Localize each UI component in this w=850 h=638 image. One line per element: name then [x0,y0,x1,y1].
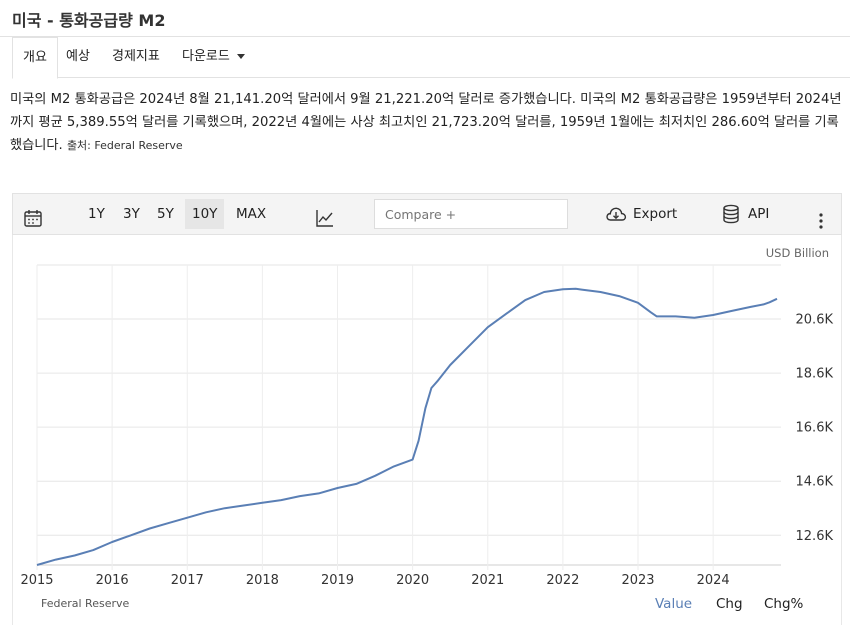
x-tick-label: 2015 [20,573,53,588]
line-chart-icon[interactable] [315,204,335,227]
range-1y[interactable]: 1Y [88,206,105,222]
tab-download-label: 다운로드 [182,49,230,64]
range-3y[interactable]: 3Y [123,206,140,222]
footer-tab-chg[interactable]: Chg [716,596,743,612]
x-tick-label: 2021 [471,573,504,588]
x-tick-label: 2023 [621,573,654,588]
y-tick-label: 20.6K [796,313,834,328]
tab-indicators[interactable]: 경제지표 [112,49,160,64]
description: 미국의 M2 통화공급은 2024년 8월 21,141.20억 달러에서 9월… [10,88,842,157]
range-5y[interactable]: 5Y [157,206,174,222]
cloud-download-icon [606,207,627,221]
x-tick-label: 2020 [396,573,429,588]
unit-label: USD Billion [766,246,829,260]
database-icon [723,204,739,224]
y-tick-label: 12.6K [796,529,834,544]
x-tick-label: 2019 [321,573,354,588]
chart-source[interactable]: Federal Reserve [41,597,130,610]
m2-line-chart[interactable]: USD Billion 12.6K 14.6K 16.6K 18.6K 20.6K 2015… [13,235,841,625]
export-button[interactable]: Export [605,194,677,234]
x-tick-label: 2022 [546,573,579,588]
y-tick-label: 18.6K [796,367,834,382]
title-bar: 미국 - 통화공급량 M2 [0,0,850,37]
chart-container: USD Billion 12.6K 14.6K 16.6K 18.6K 20.6K 2015… [12,235,842,625]
y-tick-label: 16.6K [796,421,834,436]
description-text: 미국의 M2 통화공급은 2024년 8월 21,141.20억 달러에서 9월… [10,92,842,153]
compare-input[interactable] [374,199,568,229]
description-source[interactable]: 출처: Federal Reserve [66,139,183,152]
x-tick-label: 2024 [697,573,730,588]
footer-tab-value[interactable]: Value [655,596,693,612]
x-tick-label: 2017 [171,573,204,588]
chart-toolbar: 1Y 3Y 5Y 10Y MAX Export API [12,193,842,235]
x-tick-label: 2016 [96,573,129,588]
page-title: 미국 - 통화공급량 M2 [12,11,166,30]
y-tick-label: 14.6K [796,475,834,490]
more-vertical-icon[interactable] [818,206,824,229]
tab-forecast[interactable]: 예상 [66,49,90,64]
range-max[interactable]: MAX [236,206,267,222]
calendar-icon[interactable] [23,204,43,227]
footer-tab-chg-pct[interactable]: Chg% [764,596,804,612]
caret-down-icon [236,54,245,59]
export-label: Export [633,206,678,222]
tab-overview[interactable]: 개요 [12,37,58,79]
tab-download[interactable]: 다운로드 [172,37,255,77]
series-line-m2 [36,287,778,566]
range-10y[interactable]: 10Y [185,199,225,229]
x-tick-label: 2018 [246,573,279,588]
api-button[interactable]: API [722,194,769,234]
tab-bar: 개요 예상 경제지표 다운로드 [12,37,850,79]
api-label: API [748,206,770,222]
